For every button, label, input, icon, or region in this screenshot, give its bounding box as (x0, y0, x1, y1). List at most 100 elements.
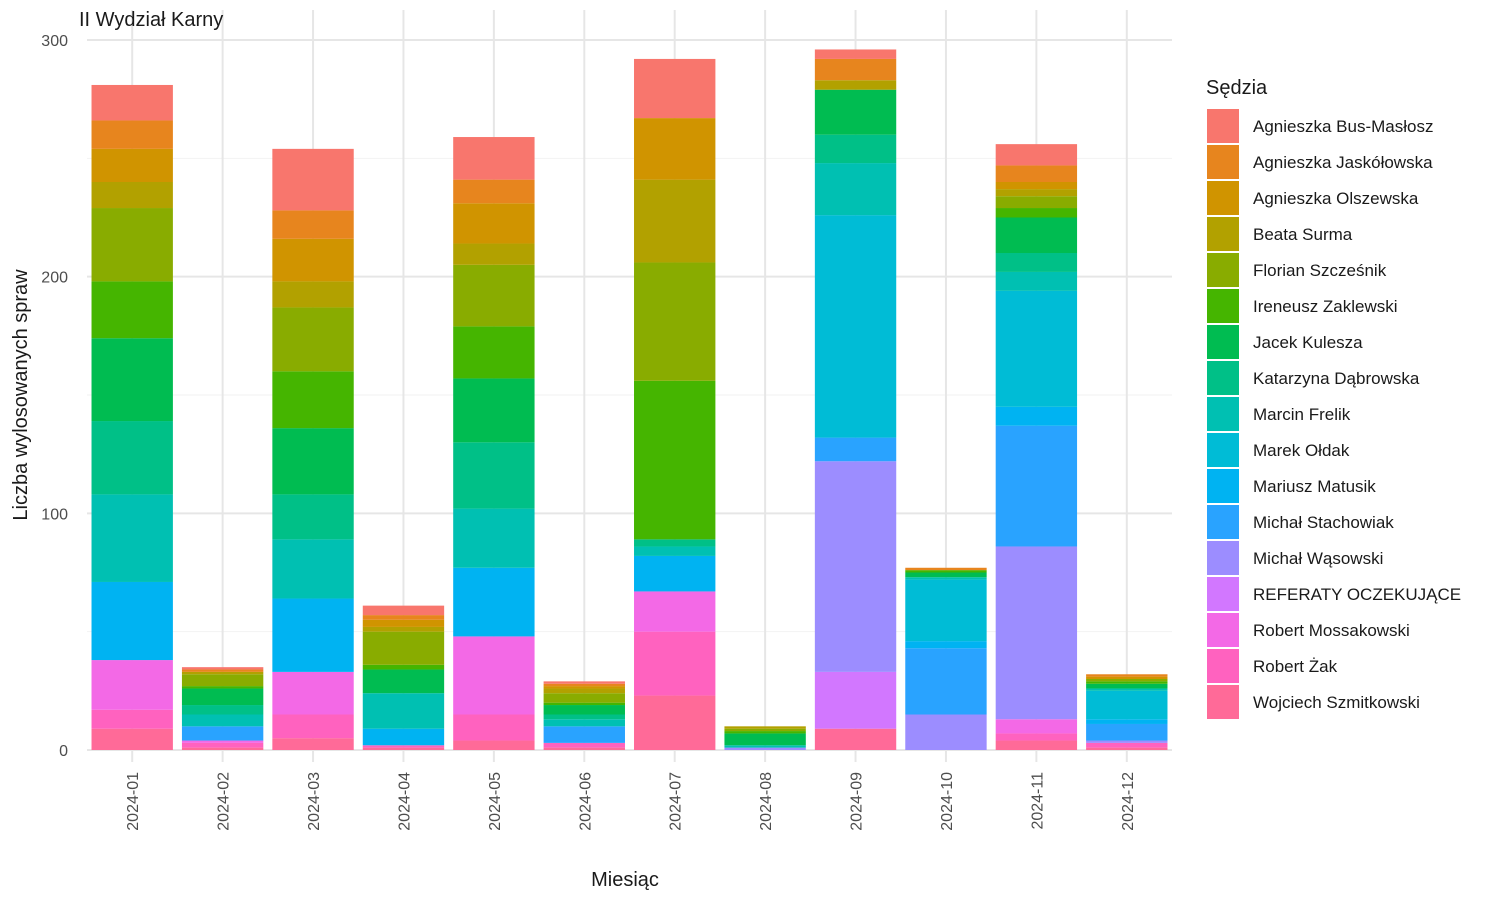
bar-segment (362, 615, 445, 620)
bar-segment (272, 281, 354, 308)
bar-segment (905, 572, 987, 578)
bar-segment (814, 49, 897, 59)
bar-segment (543, 714, 625, 720)
chart-title: II Wydział Karny (79, 9, 223, 31)
bar-segment (272, 238, 354, 282)
bar-segment (272, 539, 354, 599)
legend: Sędzia Agnieszka Bus-Masłosz Agnieszka Ja… (1206, 77, 1461, 719)
bar-segment (362, 619, 445, 627)
bar-segment (272, 494, 354, 540)
bar-segment (995, 719, 1078, 734)
bar-segment (362, 693, 445, 729)
bar-segment (181, 740, 264, 743)
bar-segment (814, 58, 897, 81)
legend-swatch (1207, 145, 1239, 179)
bar-segment (995, 196, 1078, 209)
legend-swatch (1207, 505, 1239, 539)
y-tick-label: 200 (41, 270, 68, 287)
bar-segment (814, 80, 897, 90)
legend-swatch (1207, 397, 1239, 431)
bar-segment (1086, 676, 1168, 679)
legend-label: Agnieszka Olszewska (1253, 189, 1419, 208)
legend-label: Florian Szcześnik (1253, 261, 1387, 280)
bar-segment (453, 203, 535, 244)
bar-segment (1086, 747, 1168, 750)
bar-segment (91, 148, 173, 182)
bar-segment (724, 747, 806, 750)
x-axis-label: Miesiąc (591, 869, 659, 891)
bar-segment (181, 688, 264, 706)
bar-segment (453, 740, 535, 750)
legend-swatch (1207, 685, 1239, 719)
bar-segment (453, 264, 535, 327)
bar-segment (634, 555, 716, 592)
x-tick-label: 2024-04 (396, 772, 413, 831)
bar-segment (362, 728, 445, 746)
bar-segment (995, 253, 1078, 272)
bar-segment (724, 745, 806, 748)
bar-segment (634, 179, 716, 263)
bar-segment (181, 669, 264, 672)
legend-label: Robert Mossakowski (1253, 621, 1410, 640)
bar-segment (1086, 683, 1168, 689)
bar-segment (453, 326, 535, 379)
x-tick-label: 2024-08 (758, 772, 775, 831)
bar-segment (453, 137, 535, 180)
bar-segment (91, 581, 173, 661)
bar-segment (634, 631, 716, 696)
bar-segment (91, 338, 173, 422)
legend-label: Agnieszka Jaskółowska (1253, 153, 1433, 172)
bar-segment (453, 714, 535, 741)
bar-segment (543, 702, 625, 706)
legend-label: Michał Stachowiak (1253, 513, 1394, 532)
bar-segment (543, 683, 625, 687)
bar-segment (814, 215, 897, 438)
legend-title: Sędzia (1206, 77, 1268, 99)
bar-segment (634, 539, 716, 547)
bar-segment (91, 421, 173, 495)
bar-segment (814, 671, 897, 729)
bar-segment (543, 726, 625, 743)
bar-segment (272, 210, 354, 239)
legend-label: Marcin Frelik (1253, 405, 1351, 424)
x-tick-label: 2024-05 (487, 772, 504, 831)
bar-segment (453, 508, 535, 568)
bar-segment (724, 731, 806, 734)
x-tick-label: 2024-12 (1120, 772, 1137, 831)
bar-segment (1086, 679, 1168, 682)
bar-segment (814, 728, 897, 750)
bar-segment (814, 461, 897, 672)
legend-swatch (1207, 469, 1239, 503)
legend-swatch (1207, 181, 1239, 215)
bar-segment (272, 671, 354, 715)
bar-segment (905, 577, 987, 580)
bar-segment (91, 709, 173, 729)
bar-segment (272, 307, 354, 372)
bar-segment (905, 641, 987, 649)
y-tick-label: 100 (41, 506, 68, 523)
y-tick-label: 0 (59, 743, 68, 760)
bar-segment (995, 733, 1078, 741)
bar-segment (1086, 674, 1168, 677)
bar-segment (272, 148, 354, 211)
legend-swatch (1207, 361, 1239, 395)
bar-segment (181, 667, 264, 670)
bar-segment (181, 714, 264, 727)
bar-segment (905, 714, 987, 750)
bar-segment (543, 742, 625, 748)
bar-segment (362, 745, 445, 748)
bar-segment (634, 695, 716, 750)
legend-swatch (1207, 613, 1239, 647)
x-tick-label: 2024-06 (577, 772, 594, 831)
legend-swatch (1207, 109, 1239, 143)
bar-segment (362, 631, 445, 665)
bar-segment (1086, 740, 1168, 743)
bar-segment (1086, 681, 1168, 684)
bar-segment (1086, 690, 1168, 720)
bar-segment (453, 567, 535, 637)
bar-segment (543, 688, 625, 694)
bar-segment (362, 664, 445, 670)
bar-segment (995, 182, 1078, 190)
x-tick-label: 2024-10 (939, 772, 956, 831)
